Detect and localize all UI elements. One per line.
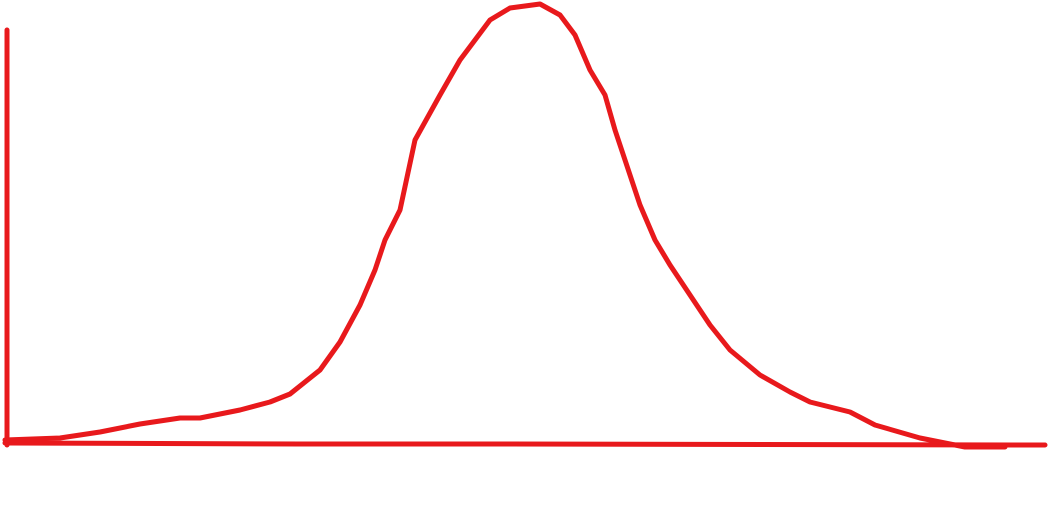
bell-curve-line [2, 1, 1008, 450]
x-axis-line [2, 440, 1048, 448]
